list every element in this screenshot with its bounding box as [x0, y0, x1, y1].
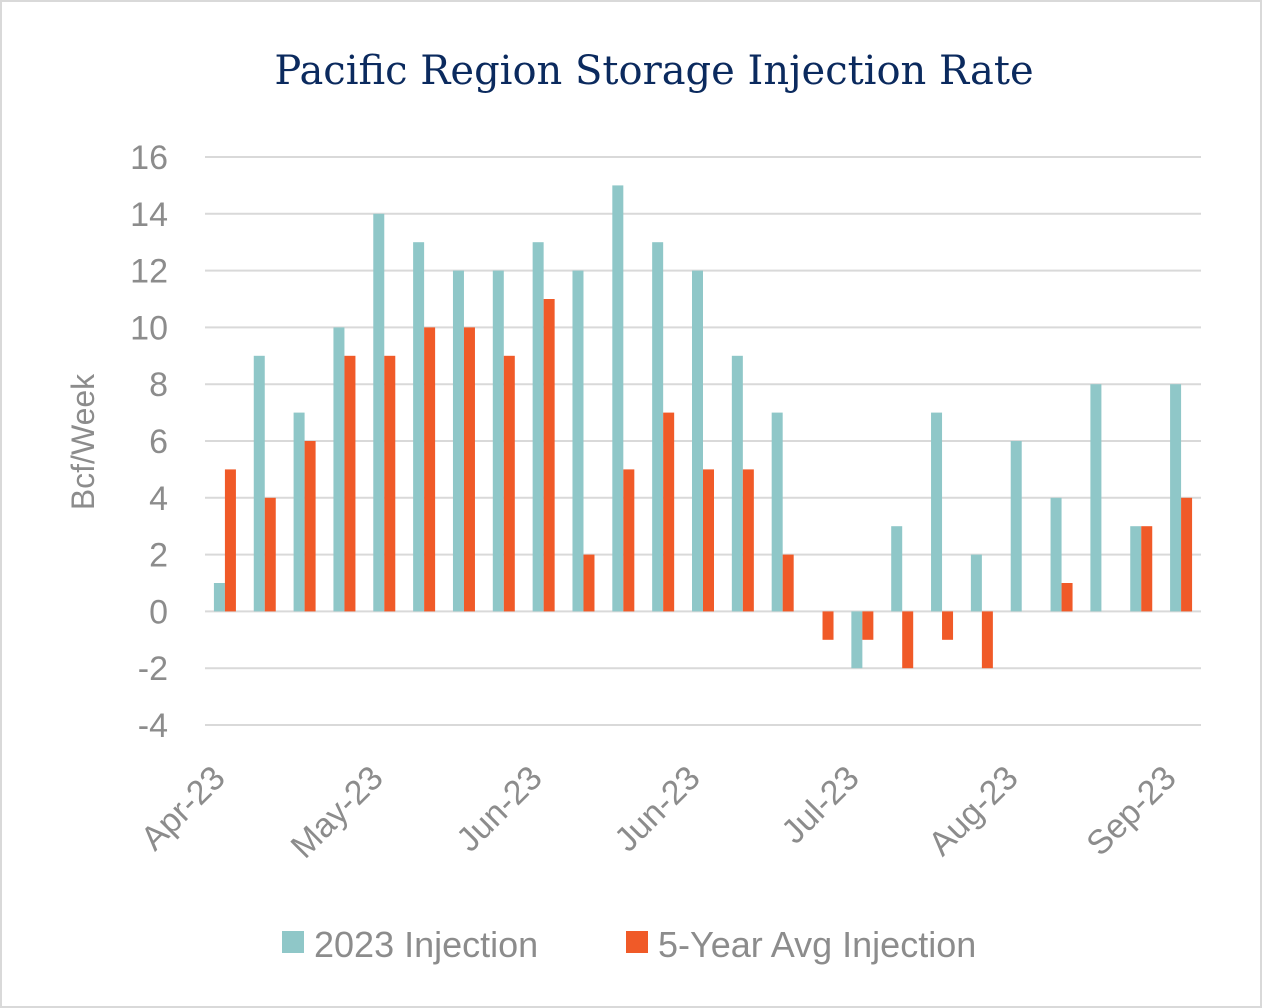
bar-2023-injection — [851, 611, 863, 669]
bar-5-year-avg-injection — [543, 299, 555, 612]
bar-2023-injection — [891, 526, 903, 612]
bar-5-year-avg-injection — [703, 469, 714, 612]
y-axis-ticks: 16 14 12 10 8 6 4 2 0 -2 -4 — [130, 139, 168, 745]
bars — [213, 185, 1193, 669]
bar-2023-injection — [333, 327, 345, 612]
bar-5-year-avg-injection — [264, 497, 276, 612]
bar-2023-injection — [1090, 384, 1102, 612]
bar-5-year-avg-injection — [862, 611, 874, 640]
bar-5-year-avg-injection — [384, 355, 396, 612]
bar-5-year-avg-injection — [981, 611, 993, 669]
legend: 2023 Injection 5-Year Avg Injection — [282, 924, 976, 965]
bar-5-year-avg-injection — [942, 611, 954, 640]
x-axis-ticks: Apr-23 May-23 Jun-23 Jun-23 Jul-23 Aug-23 Sep-… — [134, 759, 1184, 866]
y-tick-label: -2 — [138, 650, 168, 688]
bar-5-year-avg-injection — [1141, 526, 1153, 612]
bar-5-year-avg-injection — [224, 469, 236, 612]
legend-label-2023-injection: 2023 Injection — [314, 924, 538, 965]
bar-5-year-avg-injection — [822, 611, 834, 640]
y-tick-label: 4 — [149, 480, 168, 518]
bar-5-year-avg-injection — [742, 469, 754, 612]
y-tick-label: 12 — [130, 253, 168, 291]
bar-2023-injection — [213, 583, 225, 612]
bar-2023-injection — [452, 270, 464, 612]
bar-5-year-avg-injection — [463, 327, 475, 612]
bar-5-year-avg-injection — [304, 441, 316, 612]
bar-2023-injection — [652, 242, 664, 612]
legend-label-5-year-avg: 5-Year Avg Injection — [658, 924, 976, 965]
bar-5-year-avg-injection — [503, 355, 515, 612]
bar-5-year-avg-injection — [663, 412, 675, 612]
y-tick-label: 2 — [149, 537, 168, 575]
x-tick-label: Sep-23 — [1079, 759, 1183, 863]
bar-2023-injection — [1010, 441, 1022, 612]
bar-2023-injection — [572, 270, 584, 612]
bar-5-year-avg-injection — [623, 469, 635, 612]
bar-2023-injection — [253, 355, 265, 612]
x-tick-label: Apr-23 — [134, 759, 233, 858]
bar-2023-injection — [612, 185, 624, 612]
y-tick-label: -4 — [138, 707, 168, 745]
bar-2023-injection — [1130, 526, 1142, 612]
bar-5-year-avg-injection — [1061, 583, 1073, 612]
x-tick-label: Aug-23 — [921, 759, 1025, 863]
bar-2023-injection — [293, 412, 305, 612]
y-tick-label: 14 — [130, 196, 168, 234]
bar-2023-injection — [931, 412, 943, 612]
y-axis-label: Bcf/Week — [65, 373, 101, 510]
bar-2023-injection — [492, 270, 504, 612]
y-tick-label: 10 — [130, 309, 168, 347]
bar-5-year-avg-injection — [782, 554, 794, 612]
x-tick-label: Jun-23 — [449, 759, 549, 859]
bar-2023-injection — [532, 242, 544, 612]
bar-5-year-avg-injection — [1181, 497, 1193, 612]
bar-2023-injection — [692, 270, 703, 612]
legend-swatch-5-year-avg — [626, 931, 648, 953]
x-tick-label: May-23 — [284, 759, 391, 866]
y-tick-label: 8 — [149, 366, 168, 404]
y-tick-label: 16 — [130, 139, 168, 177]
bar-2023-injection — [1050, 497, 1062, 612]
bar-2023-injection — [771, 412, 783, 612]
x-tick-label: Jun-23 — [607, 759, 707, 859]
bar-2023-injection — [373, 213, 385, 612]
bar-5-year-avg-injection — [902, 611, 914, 669]
bar-2023-injection — [413, 242, 425, 612]
chart-title: Pacific Region Storage Injection Rate — [274, 48, 1033, 94]
y-tick-label: 6 — [149, 423, 168, 461]
bar-2023-injection — [1170, 384, 1182, 612]
bar-5-year-avg-injection — [344, 355, 356, 612]
legend-swatch-2023-injection — [282, 931, 304, 953]
bar-2023-injection — [731, 355, 743, 612]
y-tick-label: 0 — [149, 593, 168, 631]
x-tick-label: Jul-23 — [774, 759, 866, 851]
bar-2023-injection — [970, 554, 982, 612]
bar-5-year-avg-injection — [424, 327, 436, 612]
bar-5-year-avg-injection — [583, 554, 595, 612]
